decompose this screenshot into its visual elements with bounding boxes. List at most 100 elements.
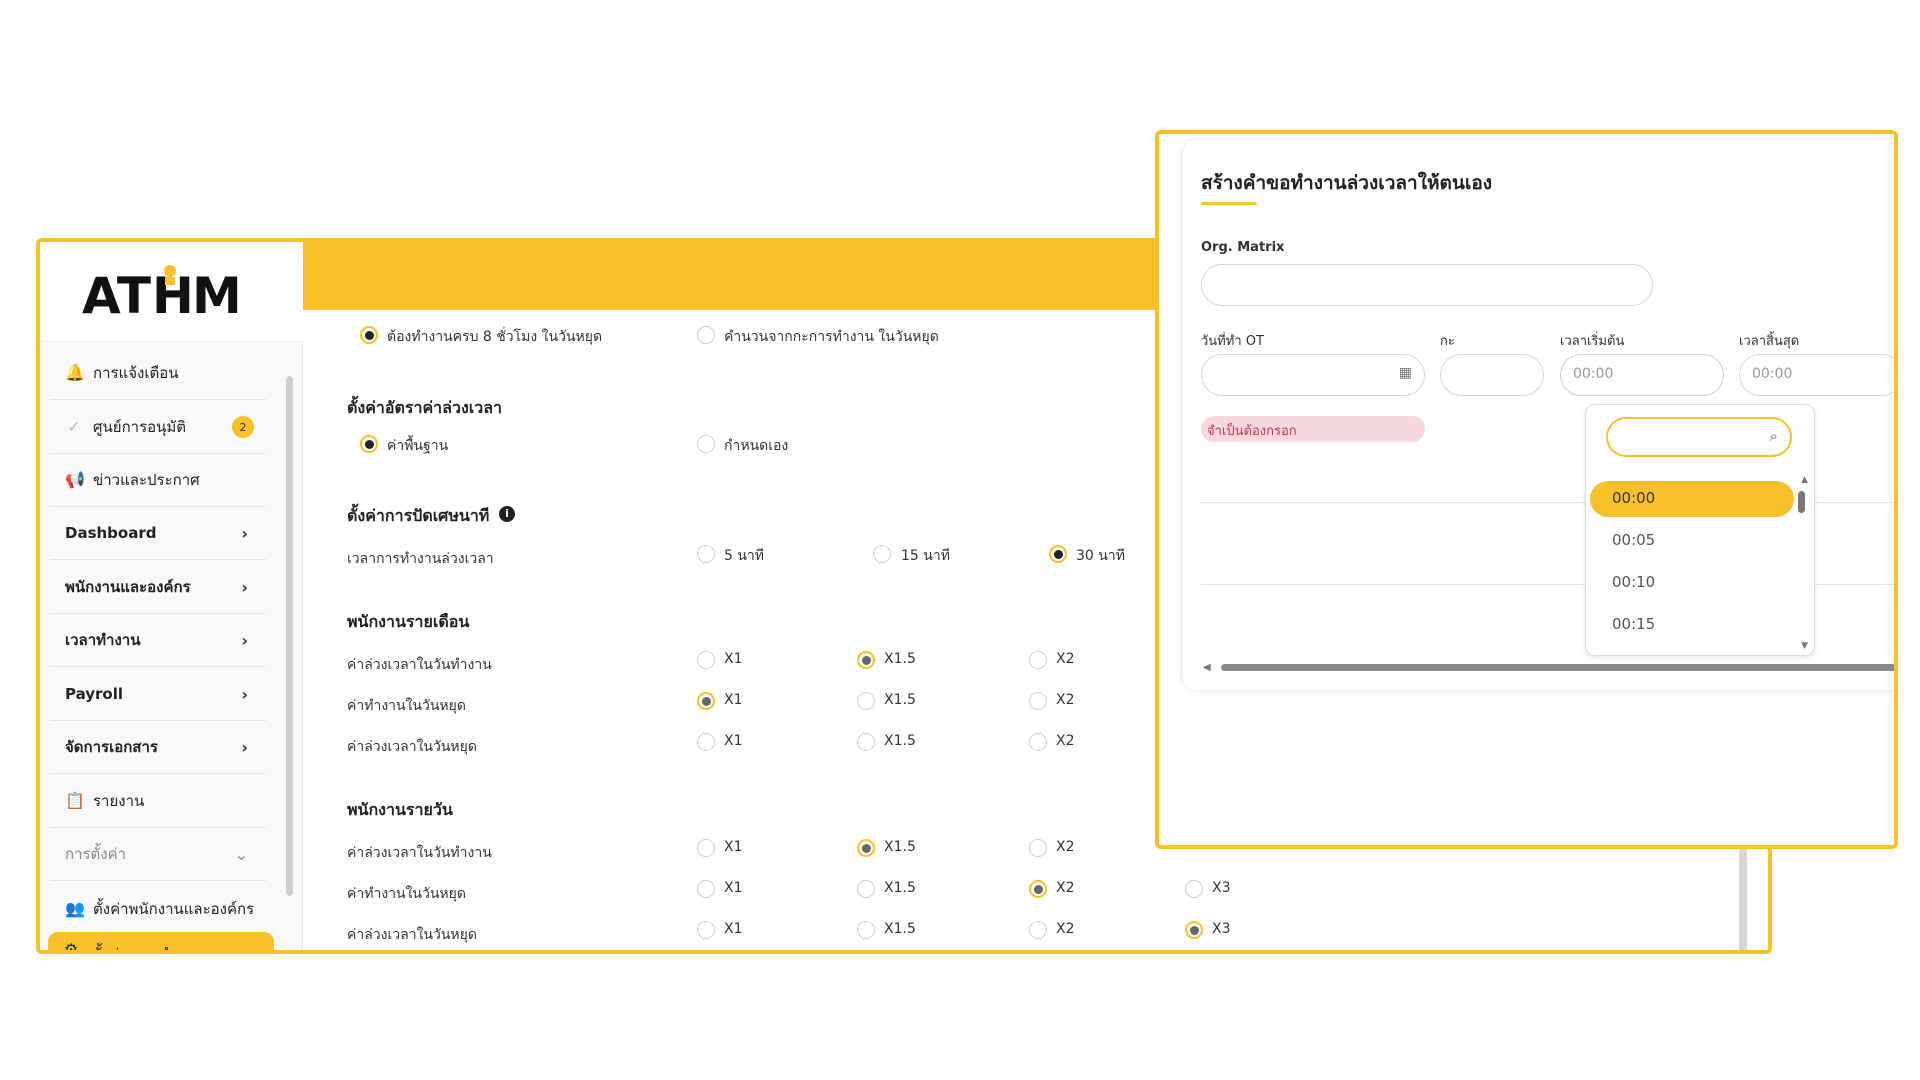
sidebar-section-settings[interactable]: การตั้งค่า ⌄	[50, 828, 266, 881]
daily-holiday-work-x1[interactable]	[697, 880, 715, 898]
monthly-ot-workday-x2[interactable]	[1029, 651, 1047, 669]
mult-label: X1	[724, 921, 743, 937]
monthly-holiday-work-x15[interactable]	[857, 692, 875, 710]
rounding-15-label: 15 นาที	[901, 548, 950, 564]
search-icon: ⌕	[1769, 427, 1778, 445]
mult-label: X1.5	[884, 733, 916, 749]
chevron-right-icon: ›	[241, 577, 248, 597]
sidebar-item-news[interactable]: 📢 ข่าวและประกาศ	[50, 454, 266, 507]
required-error-badge: จำเป็นต้องกรอก	[1201, 416, 1425, 442]
daily-holiday-work-x15[interactable]	[857, 880, 875, 898]
ot-rate-basic-radio[interactable]	[360, 435, 378, 453]
time-option[interactable]: 00:10	[1612, 573, 1656, 591]
mult-label: X3	[1212, 880, 1231, 896]
sidebar-item-work-time[interactable]: เวลาทำงาน ›	[50, 614, 266, 667]
time-option[interactable]: 00:15	[1612, 615, 1656, 633]
holiday-8h-label: ต้องทำงานครบ 8 ชั่วโมง ในวันหยุด	[387, 329, 603, 345]
start-time-dropdown: ⌕ 00:00 00:05 00:10 00:15 ▲ ▼	[1585, 404, 1815, 656]
time-option-selected[interactable]	[1590, 481, 1794, 517]
monthly-ot-workday-x15[interactable]	[857, 651, 875, 669]
ot-date-label: วันที่ทำ OT	[1201, 334, 1264, 349]
start-time-field[interactable]: 00:00	[1560, 354, 1724, 396]
logo: AT H M	[40, 242, 303, 340]
holiday-8h-radio[interactable]	[360, 326, 378, 344]
shift-label: กะ	[1440, 334, 1455, 349]
sidebar-scrollbar[interactable]	[286, 376, 293, 896]
mult-label: X1.5	[884, 921, 916, 937]
sidebar-item-payroll[interactable]: Payroll ›	[50, 668, 266, 721]
monthly-ot-workday-label: ค่าล่วงเวลาในวันทำงาน	[347, 657, 492, 673]
holiday-shift-radio[interactable]	[697, 326, 715, 344]
daily-holiday-work-x2[interactable]	[1029, 880, 1047, 898]
mult-label: X2	[1056, 880, 1075, 896]
sidebar-item-work-time-settings[interactable]: ⚙ ตั้งค่าเวลาทำงาน	[48, 932, 274, 950]
approval-count-badge: 2	[232, 416, 254, 438]
rounding-label: เวลาการทำงานล่วงเวลา	[347, 551, 494, 567]
end-time-field[interactable]: 00:00	[1739, 354, 1894, 396]
rounding-5-radio[interactable]	[697, 545, 715, 563]
dialog-title: สร้างคำขอทำงานล่วงเวลาให้ตนเอง	[1201, 172, 1493, 194]
ot-rate-basic-label: ค่าพื้นฐาน	[387, 438, 449, 454]
ot-date-field[interactable]: ▦	[1201, 354, 1425, 396]
end-time-label: เวลาสิ้นสุด	[1739, 334, 1800, 349]
info-icon[interactable]: i	[499, 506, 515, 522]
calendar-icon: ▦	[1398, 365, 1412, 381]
monthly-holiday-work-x2[interactable]	[1029, 692, 1047, 710]
daily-holiday-work-label: ค่าทำงานในวันหยุด	[347, 886, 466, 902]
mult-label: X2	[1056, 733, 1075, 749]
chevron-right-icon: ›	[241, 684, 248, 704]
sidebar: AT H M 🔔 การแจ้งเตือน ✓ ศูนย์การอนุมัติ …	[40, 242, 303, 950]
chevron-down-icon: ⌄	[234, 844, 248, 864]
scroll-down-icon[interactable]: ▼	[1801, 641, 1808, 651]
mult-label: X2	[1056, 692, 1075, 708]
rounding-5-label: 5 นาที	[724, 548, 765, 564]
rounding-30-radio[interactable]	[1049, 545, 1067, 563]
monthly-ot-workday-x1[interactable]	[697, 651, 715, 669]
bell-icon: 🔔	[65, 363, 85, 382]
horizontal-scrollbar[interactable]	[1221, 664, 1894, 671]
daily-ot-holiday-x3[interactable]	[1185, 921, 1203, 939]
scroll-up-icon[interactable]: ▲	[1801, 475, 1808, 485]
holiday-shift-label: คำนวนจากกะการทำงาน ในวันหยุด	[724, 329, 939, 345]
chevron-right-icon: ›	[241, 630, 248, 650]
divider	[1201, 584, 1894, 585]
mult-label: X1.5	[884, 880, 916, 896]
chevron-right-icon: ›	[241, 523, 248, 543]
monthly-ot-holiday-x2[interactable]	[1029, 733, 1047, 751]
sidebar-item-notifications[interactable]: 🔔 การแจ้งเตือน	[50, 347, 266, 400]
time-option[interactable]: 00:00	[1612, 489, 1656, 507]
daily-ot-workday-x15[interactable]	[857, 839, 875, 857]
monthly-holiday-work-x1[interactable]	[697, 692, 715, 710]
mult-label: X2	[1056, 921, 1075, 937]
svg-text:AT: AT	[82, 267, 151, 319]
daily-ot-holiday-x1[interactable]	[697, 921, 715, 939]
daily-ot-workday-x1[interactable]	[697, 839, 715, 857]
mult-label: X1	[724, 880, 743, 896]
rounding-15-radio[interactable]	[873, 545, 891, 563]
start-time-value: 00:00	[1573, 366, 1614, 382]
rounding-30-label: 30 นาที	[1076, 548, 1125, 564]
org-matrix-field[interactable]	[1201, 264, 1653, 306]
time-option[interactable]: 00:05	[1612, 531, 1656, 549]
monthly-ot-holiday-x1[interactable]	[697, 733, 715, 751]
sidebar-item-reports[interactable]: 📋 รายงาน	[50, 775, 266, 828]
ot-rate-custom-radio[interactable]	[697, 435, 715, 453]
sidebar-item-documents[interactable]: จัดการเอกสาร ›	[50, 721, 266, 774]
monthly-ot-holiday-x15[interactable]	[857, 733, 875, 751]
time-search-input[interactable]: ⌕	[1606, 417, 1792, 457]
scroll-left-icon[interactable]: ◀	[1203, 662, 1211, 673]
sidebar-item-approval-center[interactable]: ✓ ศูนย์การอนุมัติ 2	[50, 401, 266, 454]
sidebar-item-dashboard[interactable]: Dashboard ›	[50, 507, 266, 560]
mult-label: X1.5	[884, 651, 916, 667]
daily-ot-holiday-x2[interactable]	[1029, 921, 1047, 939]
dropdown-scrollbar[interactable]	[1798, 491, 1805, 513]
daily-ot-workday-x2[interactable]	[1029, 839, 1047, 857]
sidebar-item-employees[interactable]: พนักงานและองค์กร ›	[50, 561, 266, 614]
daily-ot-holiday-x15[interactable]	[857, 921, 875, 939]
sidebar-item-employee-settings[interactable]: 👥 ตั้งค่าพนักงานและองค์กร	[65, 898, 255, 918]
mult-label: X2	[1056, 839, 1075, 855]
monthly-holiday-work-label: ค่าทำงานในวันหยุด	[347, 698, 466, 714]
shift-field[interactable]	[1440, 354, 1544, 396]
users-gear-icon: 👥	[65, 898, 85, 918]
daily-holiday-work-x3[interactable]	[1185, 880, 1203, 898]
